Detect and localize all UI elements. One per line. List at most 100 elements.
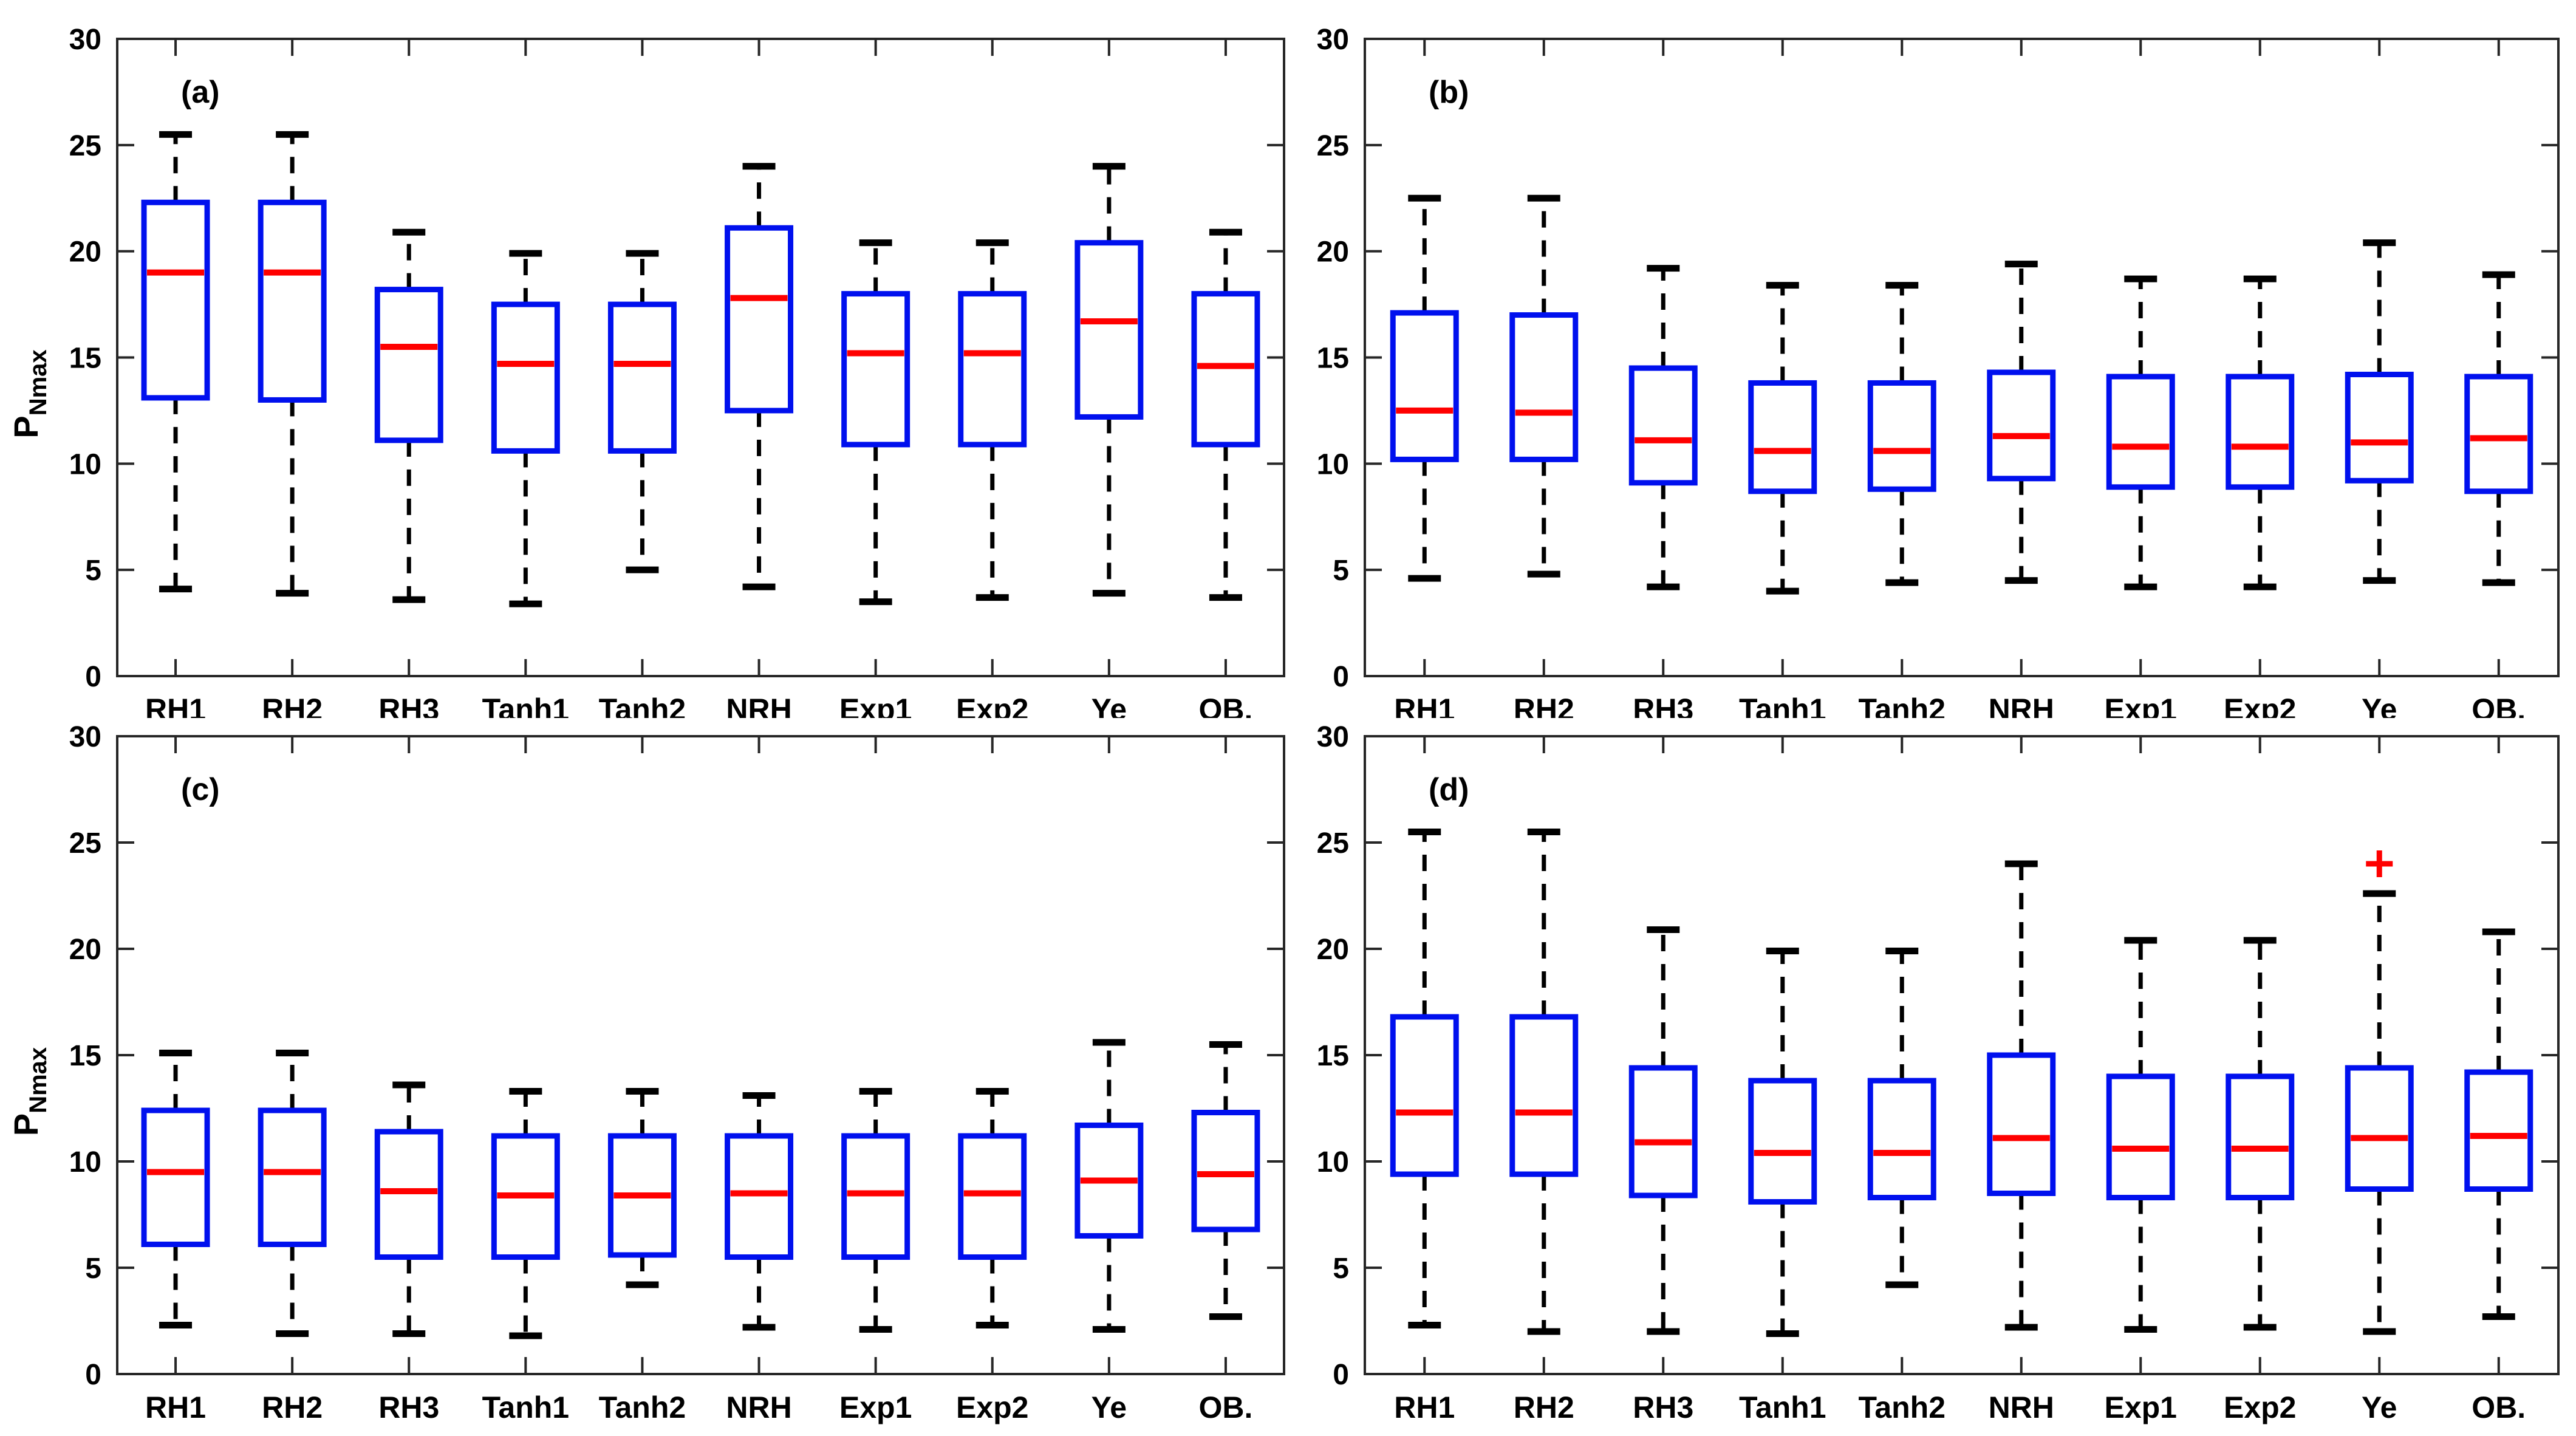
box-Ye [1074, 163, 1144, 597]
x-tick-label: RH1 [145, 692, 206, 718]
x-tick-label: Tanh2 [599, 1390, 686, 1424]
x-tick-label: NRH [726, 692, 791, 718]
x-tick-label: Tanh1 [482, 692, 570, 718]
x-tick-label: Exp2 [2224, 1390, 2297, 1424]
box-Tanh2 [1867, 282, 1936, 586]
x-tick-label: Exp1 [2104, 692, 2177, 718]
subplot-b: 0 5 10 15 20 25 30 RH1 RH2 RH3 Tanh1 Tanh2 NRH Exp1 Ex… [1317, 24, 2560, 718]
x-tick-label: Ye [1092, 692, 1127, 718]
iqr-box [491, 1133, 560, 1260]
x-tick-label: RH2 [1514, 692, 1574, 718]
box-RH2 [1509, 829, 1579, 1335]
iqr-box [2464, 1069, 2533, 1192]
box-OB. [1191, 1041, 1260, 1320]
x-tick-label: Exp2 [956, 692, 1029, 718]
iqr-box [1867, 1078, 1936, 1200]
box-NRH [725, 1092, 794, 1331]
iqr-box [1074, 240, 1144, 420]
x-tick-label: Exp2 [2224, 692, 2297, 718]
iqr-box [2226, 1073, 2295, 1200]
y-tick-label: 30 [1317, 24, 1349, 56]
iqr-box [258, 1107, 327, 1247]
box-Tanh2 [607, 1088, 677, 1288]
y-tick-label: 25 [1317, 130, 1349, 162]
x-tick-label: NRH [1989, 692, 2054, 718]
y-tick-label: 15 [1317, 1040, 1349, 1072]
x-tick-label: Exp2 [956, 1390, 1029, 1424]
iqr-box [1628, 365, 1698, 486]
x-tick-label: RH2 [262, 692, 323, 718]
iqr-box [725, 1133, 794, 1260]
x-tick-label: Ye [2362, 692, 2397, 718]
iqr-box [2226, 374, 2295, 490]
box-Exp2 [958, 1088, 1027, 1328]
box-Tanh2 [1867, 948, 1936, 1288]
panel-label: (d) [1429, 772, 1469, 807]
iqr-box [1509, 312, 1579, 462]
iqr-box [2345, 1065, 2414, 1192]
box-RH1 [1390, 194, 1459, 582]
y-tick-label: 0 [85, 661, 101, 693]
iqr-box [725, 225, 794, 414]
iqr-box [2106, 1073, 2175, 1200]
box-RH1 [1390, 829, 1459, 1328]
box-NRH [1987, 261, 2056, 584]
y-axis-title: PNmax [7, 1047, 52, 1136]
iqr-box [1191, 1110, 1260, 1233]
x-tick-label: NRH [726, 1390, 791, 1424]
box-NRH [725, 163, 794, 590]
x-tick-label: OB. [1198, 1390, 1252, 1424]
y-tick-label: 5 [1333, 555, 1349, 587]
y-tick-label: 5 [85, 1253, 101, 1285]
plot-frame [116, 38, 1285, 677]
iqr-box [141, 199, 210, 401]
box-Ye [1074, 1039, 1144, 1333]
iqr-box [1867, 380, 1936, 492]
x-tick-label: Tanh1 [1739, 1390, 1826, 1424]
iqr-box [607, 301, 677, 454]
x-tick-label: RH3 [378, 692, 439, 718]
box-OB. [2464, 928, 2533, 1320]
y-tick-label: 15 [69, 1040, 101, 1072]
box-RH2 [1509, 194, 1579, 578]
iqr-box [1390, 310, 1459, 462]
y-tick-label: 25 [69, 827, 101, 860]
x-tick-label: RH1 [145, 1390, 206, 1424]
subplot-a: 0 5 10 15 20 25 30 RH1 RH2 RH3 Tanh1 Tanh2 NRH Exp1 Ex… [7, 24, 1285, 718]
y-tick-label: 10 [1317, 448, 1349, 480]
y-tick-label: 15 [69, 343, 101, 375]
x-tick-label: RH3 [1633, 692, 1693, 718]
iqr-box [1628, 1065, 1698, 1198]
x-tick-label: RH1 [1394, 692, 1455, 718]
panel-label: (b) [1429, 75, 1469, 110]
y-tick-label: 5 [85, 555, 101, 587]
y-tick-label: 20 [1317, 934, 1349, 966]
iqr-box [491, 301, 560, 454]
y-tick-label: 20 [69, 236, 101, 268]
iqr-box [1074, 1123, 1144, 1239]
y-axis-title-subscript: Nmax [25, 1047, 52, 1113]
iqr-box [1748, 380, 1817, 494]
x-tick-label: RH2 [262, 1390, 323, 1424]
box-Exp2 [2226, 275, 2295, 590]
y-tick-label: 20 [69, 934, 101, 966]
x-tick-label: Tanh1 [482, 1390, 570, 1424]
iqr-box [841, 291, 910, 448]
box-RH3 [374, 228, 443, 603]
iqr-box [2345, 371, 2414, 484]
iqr-box [1390, 1014, 1459, 1177]
box-RH2 [258, 131, 327, 597]
x-tick-label: Tanh2 [1858, 692, 1946, 718]
y-axis-title: PNmax [7, 349, 52, 438]
y-tick-label: 10 [69, 448, 101, 480]
box-Exp1 [841, 239, 910, 606]
x-tick-label: Exp1 [839, 1390, 912, 1424]
iqr-box [258, 199, 327, 403]
box-Tanh1 [491, 1088, 560, 1339]
box-OB. [1191, 228, 1260, 601]
y-tick-label: 30 [69, 721, 101, 753]
y-tick-label: 20 [1317, 236, 1349, 268]
box-Tanh1 [1748, 948, 1817, 1337]
y-tick-label: 0 [85, 1359, 101, 1391]
